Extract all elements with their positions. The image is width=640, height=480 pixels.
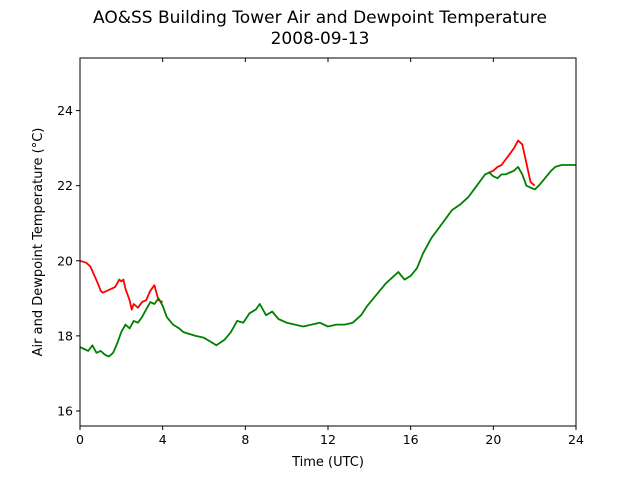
x-tick-label: 12 xyxy=(320,432,336,447)
plot-lines xyxy=(80,141,576,357)
series-line-1 xyxy=(489,141,535,186)
x-tick-label: 0 xyxy=(76,432,84,447)
x-axis: 0 4 8 12 16 20 24 xyxy=(76,58,584,447)
y-tick-label: 20 xyxy=(57,253,73,268)
x-axis-label: Time (UTC) xyxy=(291,455,364,470)
y-tick-label: 22 xyxy=(57,178,73,193)
x-tick-label: 20 xyxy=(485,432,501,447)
y-axis: 16 18 20 22 24 xyxy=(57,103,80,418)
x-tick-label: 8 xyxy=(241,432,249,447)
x-tick-label: 24 xyxy=(568,432,584,447)
y-tick-label: 16 xyxy=(57,403,73,418)
x-tick-label: 16 xyxy=(403,432,419,447)
y-tick-label: 18 xyxy=(57,328,73,343)
y-tick-label: 24 xyxy=(57,103,73,118)
series-line-2 xyxy=(80,165,576,357)
y-axis-label: Air and Dewpoint Temperature (°C) xyxy=(31,128,46,357)
plot-frame xyxy=(80,58,576,426)
x-tick-label: 4 xyxy=(159,432,167,447)
